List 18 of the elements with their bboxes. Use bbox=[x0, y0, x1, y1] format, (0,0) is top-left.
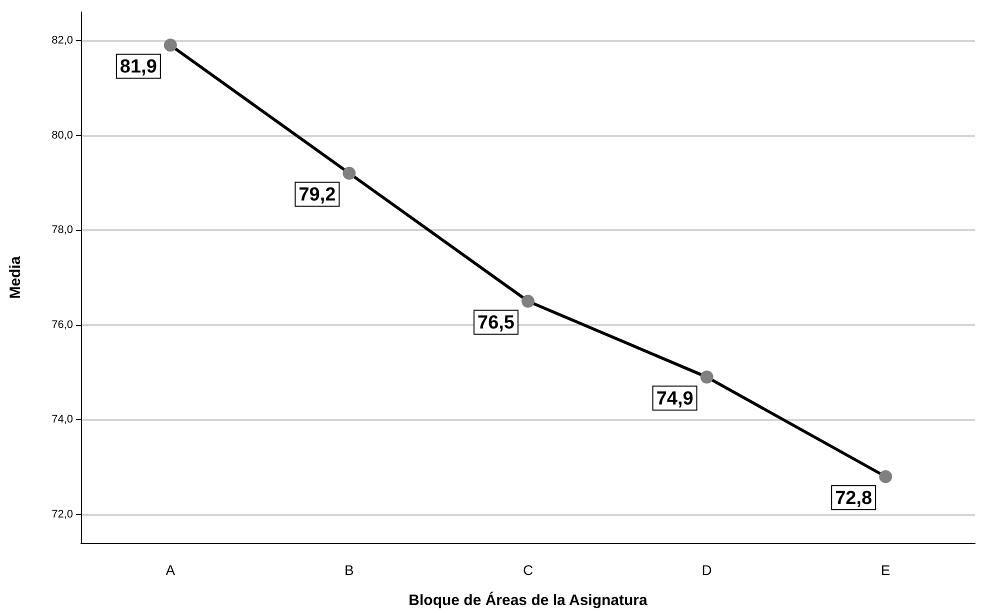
x-axis-title: Bloque de Áreas de la Asignatura bbox=[408, 591, 648, 609]
y-tick-label: 82,0 bbox=[52, 34, 73, 46]
y-tick-label: 72,0 bbox=[52, 508, 73, 521]
x-tick-label: B bbox=[344, 562, 354, 578]
x-tick-label: C bbox=[522, 562, 534, 578]
data-label: 74,9 bbox=[656, 388, 694, 410]
y-tick-label: 74,0 bbox=[52, 414, 73, 426]
x-tick-label: A bbox=[166, 562, 176, 578]
y-tick-label: 80,0 bbox=[52, 129, 73, 142]
y-tick-label: 78,0 bbox=[52, 224, 73, 236]
data-label: 76,5 bbox=[478, 312, 515, 334]
data-label: 81,9 bbox=[120, 56, 157, 78]
y-tick-label: 76,0 bbox=[52, 318, 73, 331]
data-label: 79,2 bbox=[298, 184, 336, 206]
x-tick-label: D bbox=[702, 562, 712, 578]
x-tick-label: E bbox=[880, 562, 890, 578]
data-label: 72,8 bbox=[835, 488, 872, 510]
y-axis-title: Media bbox=[7, 256, 24, 299]
